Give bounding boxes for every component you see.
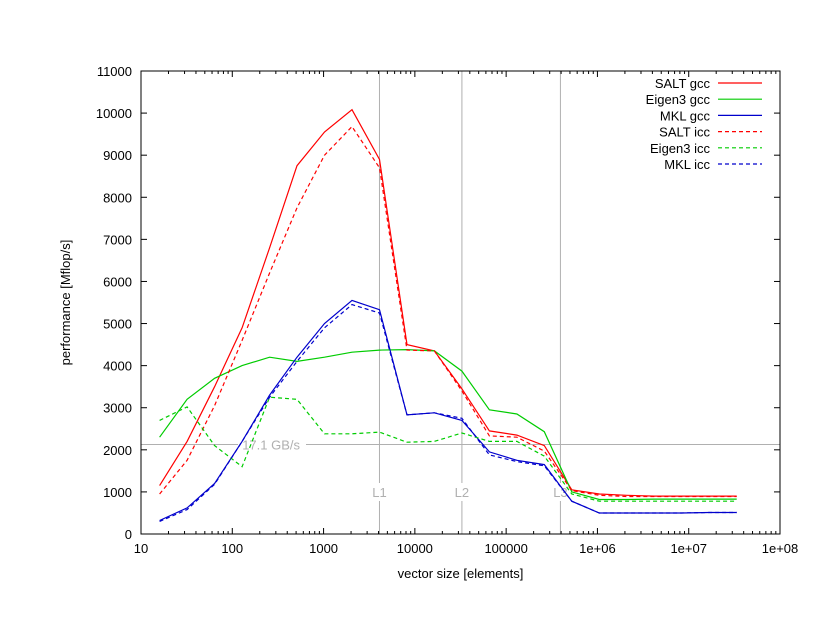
x-axis-ticks: 10 100 1000 10000 100000 1e+06 1e+07 1e+08: [134, 71, 798, 556]
y-tick-label: 6000: [103, 274, 132, 289]
legend-label: MKL icc: [664, 157, 710, 172]
cache-boundary-label: L1: [372, 485, 386, 500]
legend-label: SALT icc: [659, 125, 710, 140]
x-axis-label: vector size [elements]: [398, 566, 524, 581]
cache-label-background: [368, 483, 391, 501]
y-tick-label: 7000: [103, 232, 132, 247]
plot-frame: [140, 70, 781, 535]
y-tick-label: 10000: [96, 106, 132, 121]
series-line-eigen3-icc: [159, 396, 737, 502]
y-tick-label: 1000: [103, 485, 132, 500]
legend-label: SALT gcc: [655, 76, 711, 91]
legend-label: Eigen3 gcc: [646, 92, 711, 107]
series-line-mkl-gcc: [159, 299, 737, 522]
series-line-salt-icc: [159, 125, 737, 498]
y-tick-label: 3000: [103, 401, 132, 416]
series-lines: [159, 108, 737, 522]
cache-boundary-label: L3: [553, 485, 567, 500]
y-tick-label: 4000: [103, 359, 132, 374]
x-tick-label: 10: [134, 541, 148, 556]
x-tick-label: 1e+08: [762, 541, 799, 556]
x-tick-label: 1e+06: [579, 541, 616, 556]
y-tick-label: 8000: [103, 190, 132, 205]
x-tick-label: 10000: [397, 541, 433, 556]
x-tick-label: 100: [221, 541, 243, 556]
y-axis-label: performance [Mflop/s]: [58, 240, 73, 366]
series-line-eigen3-gcc: [159, 348, 737, 501]
y-axis-ticks: 0 1000 2000 3000 4000 5000 6000 7000 8000 9000 100…: [96, 64, 780, 542]
x-tick-label: 1e+07: [670, 541, 707, 556]
y-tick-label: 11000: [97, 64, 132, 79]
series-line-mkl-icc: [159, 303, 737, 522]
cache-boundary-label: L2: [455, 485, 469, 500]
x-tick-label: 1000: [309, 541, 338, 556]
cache-label-background: [549, 483, 572, 501]
cache-label-background: [450, 483, 473, 501]
bandwidth-limit-label: 17.1 GB/s: [242, 438, 300, 453]
y-tick-label: 2000: [103, 443, 132, 458]
bandwidth-label-background: [238, 435, 306, 454]
legend-label: MKL gcc: [660, 108, 711, 123]
y-tick-label: 0: [125, 527, 132, 542]
reference-lines: L1 L2 L3 17.1 GB/s: [141, 71, 780, 534]
legend-label: Eigen3 icc: [650, 141, 710, 156]
y-tick-label: 5000: [103, 317, 132, 332]
x-tick-label: 100000: [484, 541, 527, 556]
y-tick-label: 9000: [103, 148, 132, 163]
